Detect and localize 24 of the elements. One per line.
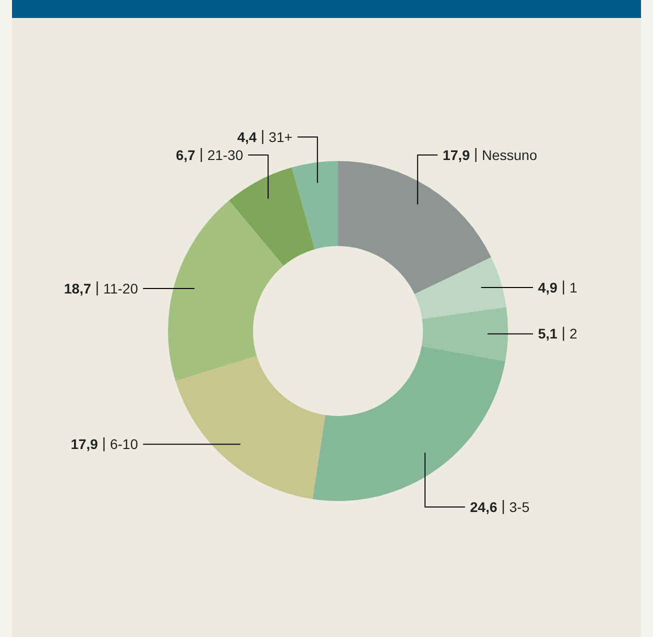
data-label: 4,9 [538,279,558,296]
data-label: 17,9 [70,436,98,452]
slice-label: 2 [569,326,578,342]
donut-slice [292,161,338,250]
donut-slice [422,307,508,362]
donut-slice [168,200,284,381]
donut-slice [338,161,492,294]
data-label: 17,9 [442,146,470,163]
data-label: 4,4 [237,128,257,145]
slice-label: Nessuno [482,146,538,163]
donut-slice [414,257,506,320]
data-label: 6,7 [176,146,196,163]
data-label: 24,6 [470,498,498,515]
slice-label: 21-30 [207,146,244,163]
slice-label: 6-10 [110,436,138,452]
slice-label: 31+ [268,128,292,145]
data-label: 5,1 [538,326,558,342]
slice-label: 11-20 [103,280,138,296]
donut-slice [229,167,315,266]
donut-slice [312,346,506,501]
slice-label: 3-5 [509,498,530,515]
data-label: 18,7 [64,280,92,296]
slice-label: 1 [569,279,578,296]
donut-slice [175,356,326,500]
